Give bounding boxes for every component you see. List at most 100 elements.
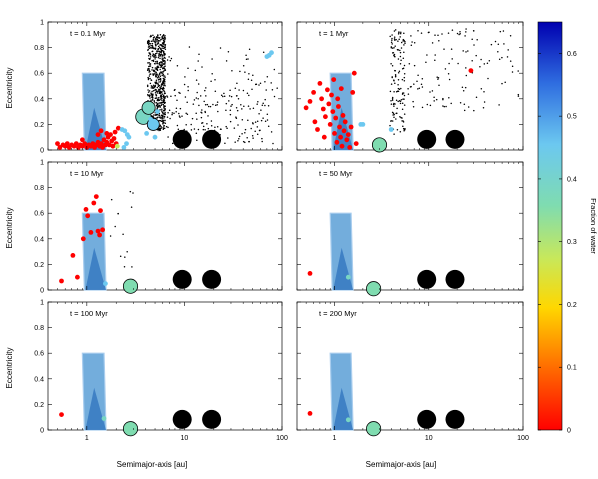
planetesimal-point [161, 99, 163, 102]
embryo-point [317, 81, 323, 86]
y-tick-label: 1 [40, 300, 44, 307]
giant-planet-2 [202, 129, 222, 149]
embryo-point [335, 96, 341, 102]
planetesimal-point [464, 86, 467, 89]
planetesimal-point [391, 37, 393, 40]
planetesimal-point [158, 50, 161, 53]
planetesimal-point [204, 89, 206, 92]
planetesimal-point [152, 53, 154, 55]
planetesimal-point [156, 98, 159, 101]
planetesimal-point [187, 89, 189, 92]
giant-planet-1 [417, 409, 437, 429]
planetesimal-point [159, 57, 161, 60]
planetesimal-point [399, 36, 401, 38]
planetesimal-point [162, 52, 165, 54]
planetesimal-point [151, 59, 153, 62]
planetesimal-point [465, 28, 467, 30]
planetesimal-point [155, 79, 158, 81]
planetesimal-point [431, 90, 434, 92]
colorbar-tick-label: 0.2 [567, 302, 577, 309]
planetesimal-point [188, 46, 191, 48]
planetesimal-point [228, 95, 231, 97]
planetesimal-point [162, 119, 164, 121]
embryo-point [329, 92, 334, 98]
planetesimal-point [147, 41, 150, 43]
planetesimal-point [393, 30, 396, 32]
planetesimal-point [246, 92, 249, 94]
embryo-point [104, 131, 110, 136]
embryo-point [345, 132, 351, 138]
planetesimal-point [156, 86, 159, 89]
planetesimal-point [393, 116, 395, 118]
planetesimal-point [187, 85, 189, 88]
planetesimal-point [210, 124, 213, 127]
giant-planet-1 [417, 269, 437, 289]
panel-title: t = 10 Myr [70, 169, 104, 178]
planetesimal-point [164, 61, 166, 63]
planetesimal-point [437, 34, 439, 36]
planetesimal-point [162, 50, 165, 53]
planetesimal-point [214, 79, 216, 81]
embryo-point [122, 128, 128, 134]
planetesimal-point [456, 32, 459, 35]
x-tick-label: 100 [517, 435, 529, 442]
planetesimal-point [176, 99, 178, 101]
planetesimal-point [159, 116, 161, 118]
planetesimal-point [475, 54, 477, 57]
planetesimal-point [155, 102, 158, 104]
planetesimal-point [159, 102, 162, 104]
planetesimal-point [159, 55, 162, 57]
planetesimal-point [146, 85, 149, 88]
planetesimal-point [247, 78, 250, 81]
planetesimal-point [154, 84, 157, 87]
planetesimal-point [162, 39, 165, 42]
planetesimal-point [160, 91, 163, 94]
planetesimal-point [242, 89, 245, 92]
panel-1: 0 0.2 0.4 0.6 0.8 1 t = 0.1 Myr [34, 20, 283, 155]
planetesimal-point [155, 36, 158, 39]
embryo-point [141, 100, 156, 115]
planetesimal-point [157, 84, 159, 86]
planetesimal-point [149, 70, 151, 73]
embryo-point [73, 141, 79, 147]
planetesimal-point [157, 98, 160, 101]
planetesimal-point [393, 53, 396, 56]
embryo-point [83, 207, 89, 212]
planetesimal-point [412, 100, 414, 103]
planetesimal-point [252, 107, 255, 109]
planetesimal-point [391, 43, 393, 45]
planetesimal-point [130, 206, 133, 208]
planetesimal-point [471, 59, 473, 62]
embryo-point [85, 213, 91, 219]
planetesimal-point [163, 78, 165, 80]
embryo-point [339, 143, 345, 149]
planetesimal-point [109, 235, 112, 237]
y-tick-label: 1 [40, 20, 44, 27]
planetesimal-point [163, 96, 166, 99]
y-tick-label: 0.8 [34, 185, 44, 192]
planetesimal-point [147, 55, 150, 57]
planetesimal-point [400, 47, 403, 49]
y-tick-label: 0 [40, 428, 44, 435]
planetesimal-point [158, 102, 160, 104]
planetesimal-point [395, 118, 397, 120]
embryo-point [88, 230, 94, 235]
planetesimal-point [234, 87, 237, 89]
planetesimal-point [389, 124, 391, 127]
planetesimal-point [227, 51, 230, 53]
planetesimal-point [247, 105, 250, 107]
planetesimal-point [426, 103, 429, 106]
planetesimal-point [158, 119, 161, 122]
planetesimal-point [252, 137, 254, 139]
planetesimal-point [156, 82, 158, 85]
planetesimal-point [164, 76, 166, 79]
planetesimal-point [250, 79, 253, 81]
planetesimal-point [196, 118, 198, 120]
planetesimal-point [155, 67, 158, 70]
planetesimal-point [149, 73, 152, 75]
giant-planet-2 [445, 269, 465, 289]
planetesimal-point [171, 113, 173, 116]
planetesimal-point [441, 33, 443, 35]
planetesimal-point [399, 102, 402, 105]
planetesimal-point [402, 38, 405, 41]
